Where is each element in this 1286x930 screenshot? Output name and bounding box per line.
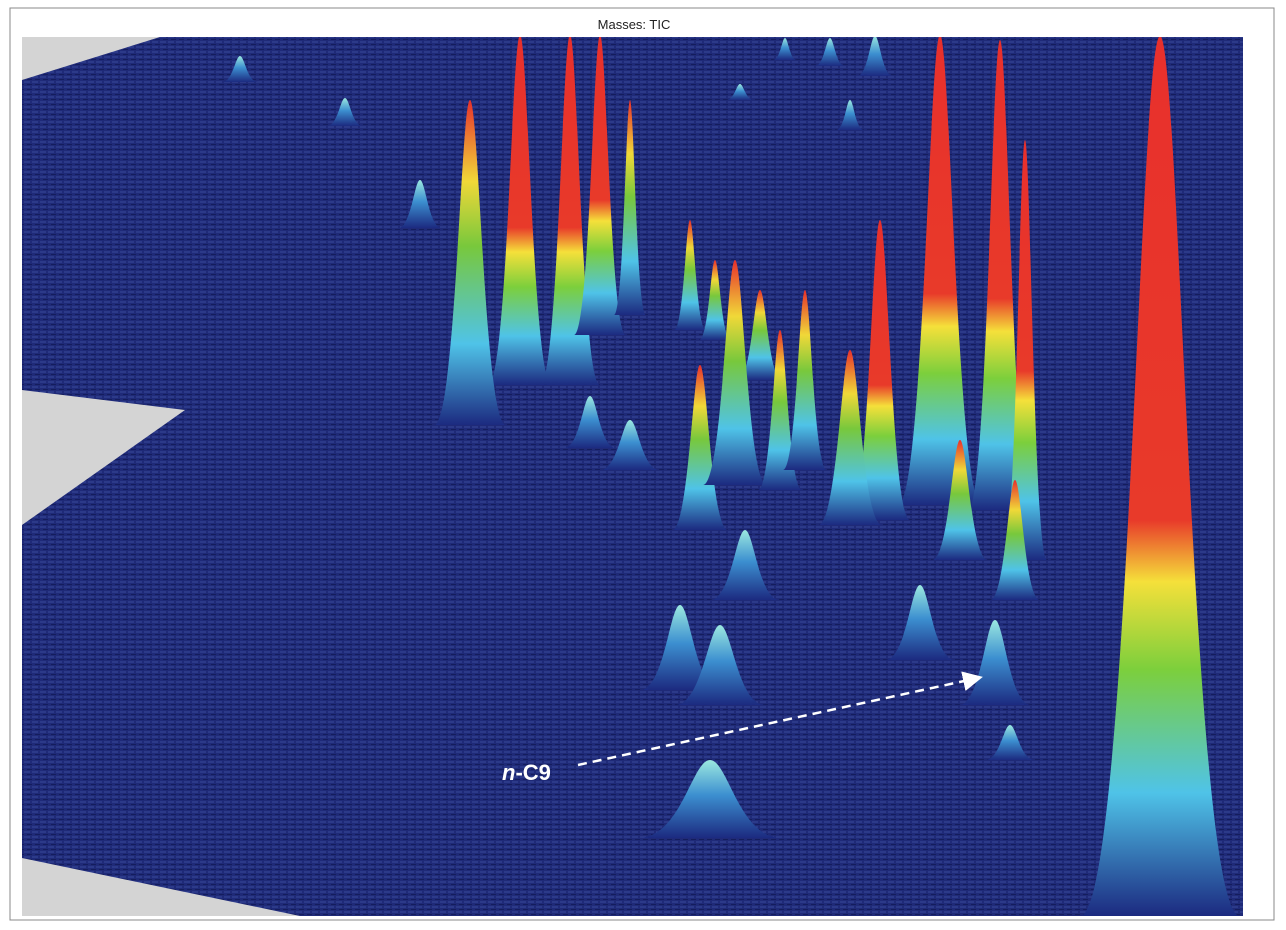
- annotation-italic: n: [502, 760, 515, 785]
- annotation-text: -C9: [515, 760, 550, 785]
- plot-title: Masses: TIC: [598, 17, 671, 32]
- annotation-label: n-C9: [502, 760, 551, 785]
- plot-area: [22, 35, 1243, 916]
- surface-plot-window: Masses: TIC n-C9: [0, 0, 1286, 930]
